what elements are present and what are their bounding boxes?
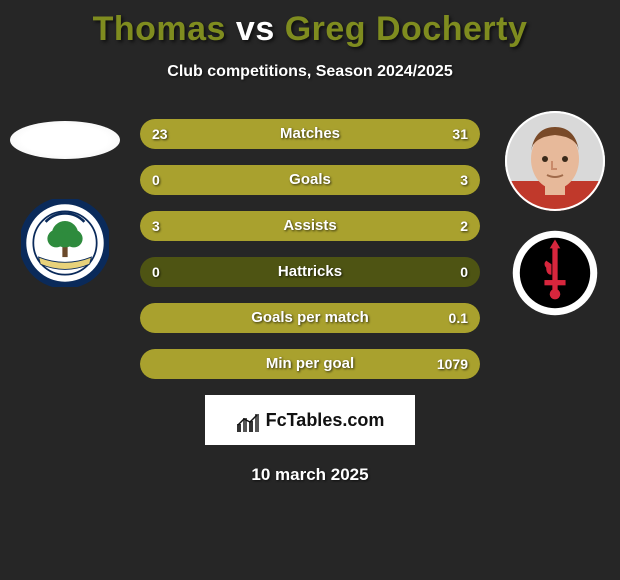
- stat-label: Hattricks: [140, 257, 480, 287]
- stat-value-right: 2: [460, 211, 468, 241]
- stat-value-left: 23: [152, 119, 168, 149]
- stat-row: Assists3 2: [140, 211, 480, 241]
- right-player-avatar: [505, 111, 605, 211]
- fctables-bars-icon: [236, 408, 260, 432]
- stat-value-left: 0: [152, 165, 160, 195]
- stat-value-right: 0.1: [449, 303, 468, 333]
- right-player-column: [500, 111, 610, 317]
- fctables-logo-text: FcTables.com: [266, 410, 385, 431]
- title-right-player: Greg Docherty: [285, 10, 528, 48]
- stat-label: Goals: [140, 165, 480, 195]
- stat-label: Goals per match: [140, 303, 480, 333]
- title-left-player: Thomas: [93, 10, 226, 48]
- stat-label: Min per goal: [140, 349, 480, 379]
- stat-value-left: 3: [152, 211, 160, 241]
- stat-value-right: 0: [460, 257, 468, 287]
- stat-row: Min per goal1079: [140, 349, 480, 379]
- subtitle: Club competitions, Season 2024/2025: [0, 63, 620, 81]
- stat-value-right: 31: [452, 119, 468, 149]
- left-player-avatar-placeholder: [10, 121, 120, 159]
- stat-row: Hattricks0 0: [140, 257, 480, 287]
- stat-row: Matches23 31: [140, 119, 480, 149]
- stat-label: Assists: [140, 211, 480, 241]
- left-player-column: [10, 111, 120, 287]
- stat-row: Goals0 3: [140, 165, 480, 195]
- stat-value-right: 1079: [437, 349, 468, 379]
- right-club-badge: [511, 229, 599, 317]
- stat-row: Goals per match0.1: [140, 303, 480, 333]
- stat-bars: Matches2331Goals03Assists32Hattricks00Go…: [140, 119, 480, 379]
- left-club-badge: [21, 199, 109, 287]
- stat-label: Matches: [140, 119, 480, 149]
- comparison-main: Matches2331Goals03Assists32Hattricks00Go…: [0, 119, 620, 379]
- stat-value-right: 3: [460, 165, 468, 195]
- stat-value-left: 0: [152, 257, 160, 287]
- title-vs: vs: [236, 10, 275, 48]
- comparison-date: 10 march 2025: [0, 465, 620, 485]
- fctables-logo-box: FcTables.com: [205, 395, 415, 445]
- page-title: Thomas vs Greg Docherty: [0, 0, 620, 49]
